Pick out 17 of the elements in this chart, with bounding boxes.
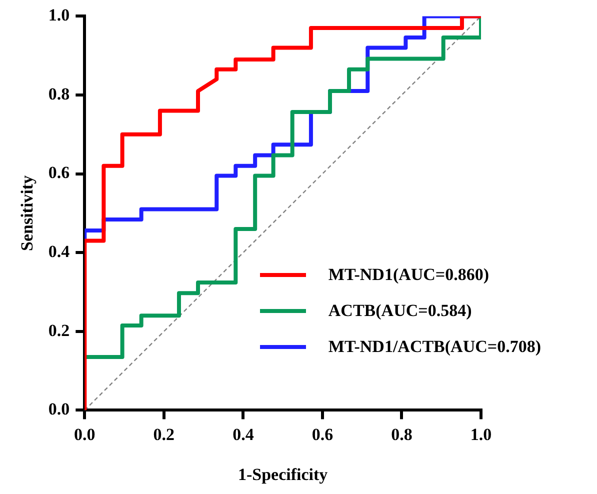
x-tick-label: 0.0 [74, 424, 96, 444]
y-tick-label: 0.4 [48, 242, 70, 261]
x-tick-label: 0.2 [153, 424, 175, 444]
y-tick-label: 0.0 [48, 400, 70, 419]
y-tick-label: 0.6 [48, 163, 70, 182]
x-tick-label: 0.6 [312, 424, 334, 444]
x-tick-label: 0.8 [391, 424, 412, 444]
legend-label: MT-ND1(AUC=0.860) [328, 265, 490, 286]
y-tick-label: 0.8 [48, 84, 70, 104]
y-tick-label: 1.0 [48, 6, 70, 25]
y-tick-label: 0.2 [48, 320, 70, 340]
legend-label: ACTB(AUC=0.584) [328, 301, 472, 322]
y-axis-title: Sensitivity [18, 174, 37, 251]
x-axis-title: 1-Specificity [238, 465, 328, 484]
x-tick-label: 1.0 [470, 424, 492, 444]
x-tick-label: 0.4 [232, 424, 254, 444]
legend-label: MT-ND1/ACTB(AUC=0.708) [328, 337, 541, 358]
